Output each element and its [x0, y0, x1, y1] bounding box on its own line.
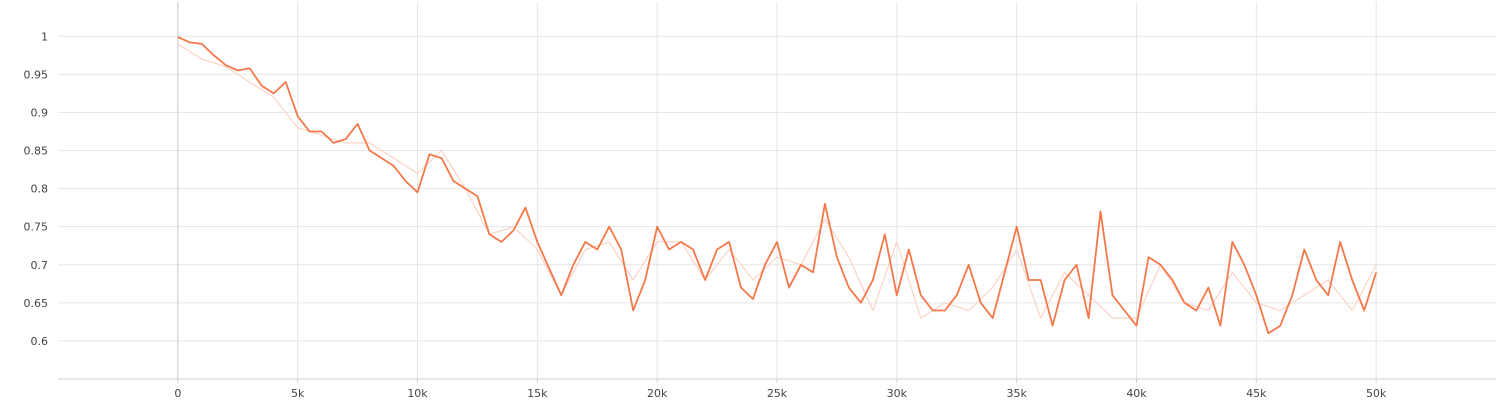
grid	[58, 2, 1496, 379]
y-tick-label: 1	[41, 30, 48, 43]
y-tick-label: 0.9	[31, 106, 49, 119]
raw-series-line	[177, 43, 1377, 319]
axes	[58, 2, 1496, 383]
x-tick-label: 0	[174, 387, 181, 400]
y-tick-labels: 0.6 0.65 0.7 0.75 0.8 0.85 0.9 0.95 1	[24, 30, 49, 348]
y-tick-label: 0.65	[24, 297, 49, 310]
x-tick-labels: 0 5k 10k 15k 20k 25k 30k 35k 40k 45k 50k	[174, 387, 1387, 400]
x-tick-label: 20k	[647, 387, 668, 400]
x-tick-label: 30k	[887, 387, 908, 400]
x-tick-label: 45k	[1246, 387, 1267, 400]
y-tick-label: 0.6	[31, 335, 49, 348]
y-tick-label: 0.7	[31, 259, 49, 272]
y-tick-label: 0.95	[24, 68, 49, 81]
x-tick-label: 10k	[407, 387, 428, 400]
x-tick-label: 50k	[1366, 387, 1387, 400]
y-tick-label: 0.75	[24, 221, 49, 234]
y-tick-label: 0.85	[24, 145, 49, 158]
smoothed-series-line	[177, 36, 1378, 335]
x-tick-label: 35k	[1006, 387, 1027, 400]
series-group	[177, 36, 1378, 335]
y-tick-label: 0.8	[31, 183, 49, 196]
x-tick-label: 40k	[1126, 387, 1147, 400]
x-tick-label: 5k	[291, 387, 305, 400]
x-tick-label: 15k	[527, 387, 548, 400]
x-tick-label: 25k	[767, 387, 788, 400]
